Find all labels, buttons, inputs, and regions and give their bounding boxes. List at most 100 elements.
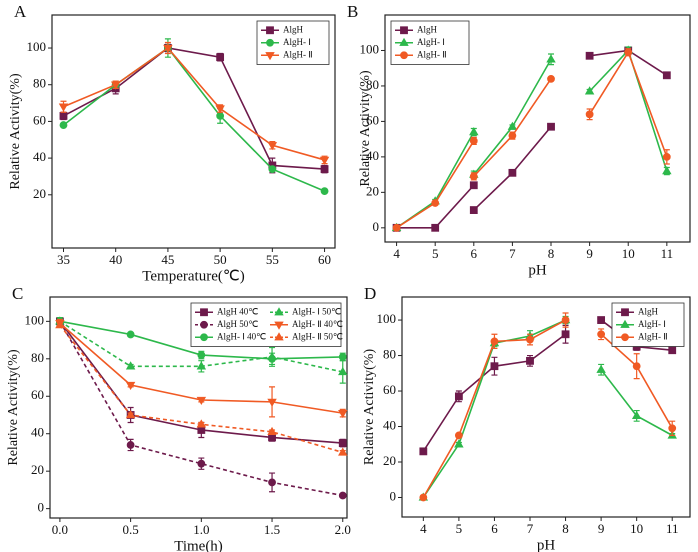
marker xyxy=(320,165,329,174)
marker xyxy=(338,409,348,419)
marker xyxy=(196,419,207,428)
marker xyxy=(400,51,408,60)
y-tick-label: 80 xyxy=(383,347,396,362)
y-tick-label: 60 xyxy=(31,387,44,402)
x-tick-label: 5 xyxy=(456,521,463,536)
marker xyxy=(546,54,556,63)
x-tick-label: 8 xyxy=(562,521,569,536)
x-axis-label: Time(h) xyxy=(174,538,223,552)
marker xyxy=(59,112,68,120)
marker xyxy=(197,459,206,468)
x-tick-label: 10 xyxy=(630,521,643,536)
legend-label: AlgH xyxy=(638,306,659,316)
marker xyxy=(215,105,225,114)
y-tick-label: 100 xyxy=(360,41,380,56)
marker xyxy=(469,206,478,214)
y-tick-label: 60 xyxy=(33,112,46,127)
y-tick-label: 80 xyxy=(31,350,44,365)
x-tick-label: 50 xyxy=(214,252,227,267)
marker xyxy=(196,396,207,406)
marker xyxy=(266,26,274,35)
marker xyxy=(268,165,277,174)
marker xyxy=(454,431,463,440)
legend-label: AlgH- Ⅰ xyxy=(283,37,311,47)
marker xyxy=(274,321,284,330)
legend-label: AlgH- Ⅱ xyxy=(417,49,447,59)
marker xyxy=(125,381,136,391)
y-tick-label: 40 xyxy=(366,148,379,163)
series-line xyxy=(600,369,673,437)
x-axis-label: pH xyxy=(528,262,547,278)
marker xyxy=(585,110,594,119)
marker xyxy=(419,493,428,502)
marker xyxy=(668,346,677,355)
marker xyxy=(338,447,348,456)
y-tick-label: 20 xyxy=(366,183,379,198)
x-tick-label: 2.0 xyxy=(335,522,351,537)
x-tick-label: 7 xyxy=(527,521,534,536)
marker xyxy=(267,351,277,361)
marker xyxy=(267,398,277,407)
x-tick-label: 55 xyxy=(266,252,279,267)
legend-label: AlgH- Ⅱ 50℃ xyxy=(292,331,343,341)
y-tick-label: 100 xyxy=(27,39,47,54)
marker xyxy=(632,362,641,371)
marker xyxy=(265,52,275,61)
marker xyxy=(561,316,570,324)
x-tick-label: 6 xyxy=(471,246,478,261)
marker xyxy=(163,44,173,54)
marker xyxy=(110,81,121,90)
y-tick-label: 40 xyxy=(383,418,396,433)
marker xyxy=(490,337,499,346)
y-tick-label: 80 xyxy=(33,76,46,91)
marker xyxy=(507,121,518,130)
x-tick-label: 40 xyxy=(109,252,122,267)
marker xyxy=(319,156,330,165)
marker xyxy=(196,361,207,370)
marker xyxy=(454,439,464,448)
x-tick-label: 1.0 xyxy=(193,522,209,537)
marker xyxy=(200,333,208,342)
panel-label: C xyxy=(12,284,23,303)
x-tick-label: 8 xyxy=(548,246,555,261)
marker xyxy=(631,410,642,420)
marker xyxy=(668,424,677,433)
marker xyxy=(274,307,284,316)
marker xyxy=(197,351,206,359)
legend-label: AlgH- Ⅱ xyxy=(638,331,668,341)
x-tick-label: 45 xyxy=(161,252,174,267)
marker xyxy=(400,26,408,35)
marker xyxy=(338,439,347,447)
marker xyxy=(431,223,440,232)
marker xyxy=(125,409,136,419)
marker xyxy=(508,131,517,140)
legend-label: AlgH- Ⅰ xyxy=(638,319,666,329)
legend-label: AlgH- Ⅱ 40℃ xyxy=(292,319,343,329)
marker xyxy=(662,152,671,161)
marker xyxy=(490,362,499,371)
x-tick-label: 6 xyxy=(491,521,498,536)
y-axis-label: Relative Activity(%) xyxy=(6,349,21,466)
x-tick-label: 7 xyxy=(509,246,516,261)
x-tick-label: 0.0 xyxy=(52,522,68,537)
x-tick-label: 10 xyxy=(622,246,635,261)
marker xyxy=(216,53,225,62)
marker xyxy=(338,353,347,361)
marker xyxy=(268,478,276,487)
series-line xyxy=(63,46,325,161)
y-tick-label: 20 xyxy=(31,462,44,477)
legend-label: AlgH 50℃ xyxy=(217,319,258,329)
marker xyxy=(624,48,633,57)
marker xyxy=(419,447,428,456)
marker xyxy=(267,426,277,436)
x-tick-label: 11 xyxy=(661,246,674,261)
x-tick-label: 4 xyxy=(420,521,427,536)
x-tick-label: 9 xyxy=(598,521,605,536)
series-line xyxy=(473,58,552,176)
legend-label: AlgH- Ⅰ 40℃ xyxy=(217,331,266,341)
x-axis-label: pH xyxy=(537,537,556,552)
y-tick-label: 20 xyxy=(383,453,396,468)
y-tick-label: 0 xyxy=(373,219,380,234)
marker xyxy=(620,319,630,328)
marker xyxy=(469,137,478,145)
